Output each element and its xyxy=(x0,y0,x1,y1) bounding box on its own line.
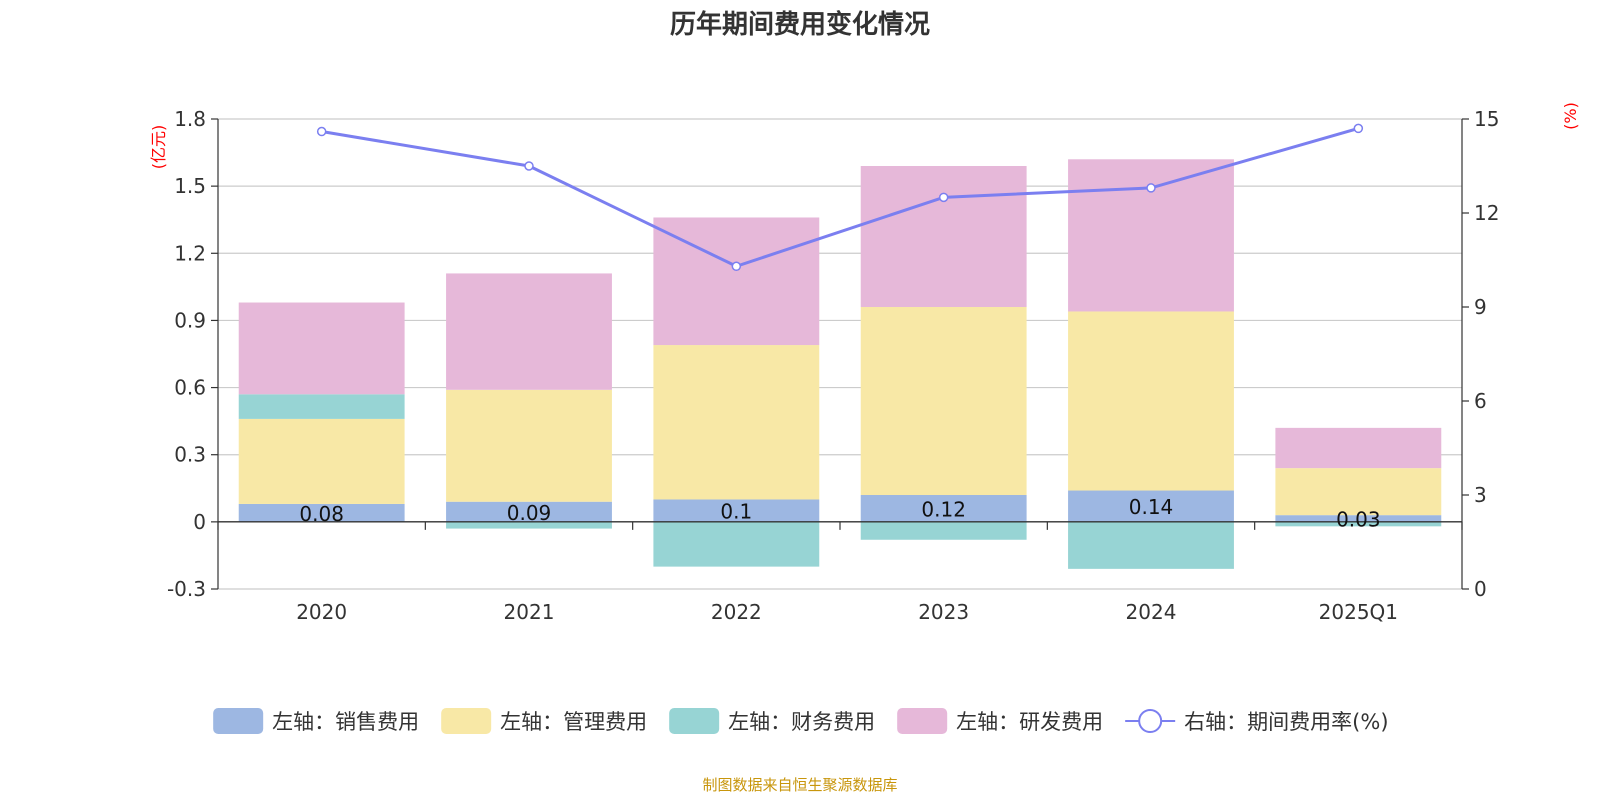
right-axis-tick-label: 15 xyxy=(1474,107,1499,131)
bar-segment xyxy=(1275,468,1442,516)
bar-segment xyxy=(653,499,820,522)
bar-segment xyxy=(1068,159,1234,312)
left-axis-unit: (亿元) xyxy=(149,125,168,170)
legend-swatch xyxy=(213,708,264,734)
x-axis-tick-label: 2025Q1 xyxy=(1319,600,1398,624)
source-note: 制图数据来自恒生聚源数据库 xyxy=(702,776,897,794)
line-series xyxy=(316,123,1364,272)
x-axis-tick-label: 2023 xyxy=(918,600,969,624)
legend-label: 左轴：研发费用 xyxy=(956,710,1103,734)
axes: -0.3 0 0.3 0.6 0.9 1.2 1.5 1.8 0 3 6 9 12 15 2020 2021 2… xyxy=(167,107,1499,624)
bar-series xyxy=(238,159,1442,569)
right-axis-tick-label: 3 xyxy=(1474,483,1487,507)
bar-segment xyxy=(446,273,612,390)
right-axis-tick-label: 6 xyxy=(1474,389,1487,413)
bar-segment xyxy=(1275,427,1442,469)
legend-label: 左轴：管理费用 xyxy=(500,710,647,734)
left-axis-tick-label: 0.9 xyxy=(174,308,206,332)
bar-segment xyxy=(860,307,1027,495)
legend: 左轴：销售费用 左轴：管理费用 左轴：财务费用 左轴：研发费用 右轴：期间费用率(%) xyxy=(213,708,1389,734)
right-axis-tick-label: 9 xyxy=(1474,295,1487,319)
bar-segment xyxy=(238,394,405,419)
rate-point xyxy=(731,261,742,272)
bar-segment xyxy=(1275,521,1442,527)
bar-segment xyxy=(446,521,612,529)
left-axis-tick-label: 1.2 xyxy=(174,241,206,265)
rate-point xyxy=(1146,183,1156,193)
left-axis-tick-label: 1.5 xyxy=(174,174,206,198)
legend-swatch xyxy=(669,708,720,734)
left-axis-tick-label: 0.6 xyxy=(174,376,206,400)
left-axis-tick-label: 1.8 xyxy=(174,107,206,131)
x-axis-tick-label: 2020 xyxy=(296,600,347,624)
legend-label: 右轴：期间费用率(%) xyxy=(1184,710,1388,734)
legend-swatch xyxy=(441,708,492,734)
rate-point xyxy=(524,161,534,171)
bar-segment xyxy=(446,389,612,502)
x-axis-tick-label: 2021 xyxy=(504,600,555,624)
data-label: 0.08 xyxy=(299,502,344,526)
data-label: 0.09 xyxy=(507,501,552,525)
rate-line xyxy=(321,126,1359,268)
right-axis-unit: (%) xyxy=(1561,102,1580,130)
left-axis-tick-label: 0.3 xyxy=(174,443,206,467)
legend-label: 左轴：财务费用 xyxy=(728,710,875,734)
bar-segment xyxy=(860,495,1027,522)
right-axis-tick-label: 12 xyxy=(1474,201,1499,225)
bar-segment xyxy=(238,418,405,504)
chart-title: 历年期间费用变化情况 xyxy=(670,9,930,40)
bar-segment xyxy=(446,501,612,522)
legend-marker xyxy=(1138,709,1163,733)
bar-segment xyxy=(238,503,405,522)
bar-segment xyxy=(653,521,820,567)
legend-label: 左轴：销售费用 xyxy=(272,710,419,734)
bar-segment xyxy=(1068,521,1234,569)
bar-segment xyxy=(1068,311,1234,491)
bar-segment xyxy=(1068,490,1234,522)
data-label: 0.12 xyxy=(921,497,966,521)
data-label: 0.1 xyxy=(720,500,752,524)
bar-segment xyxy=(1275,515,1442,522)
legend-swatch xyxy=(897,708,948,734)
data-label: 0.03 xyxy=(1336,508,1381,532)
rate-point xyxy=(316,126,327,137)
right-axis-tick-label: 0 xyxy=(1474,577,1487,601)
left-axis-tick-label: -0.3 xyxy=(167,577,206,601)
left-axis-tick-label: 0 xyxy=(193,510,206,534)
x-axis-tick-label: 2024 xyxy=(1126,600,1177,624)
data-label: 0.14 xyxy=(1129,495,1174,519)
bar-segment xyxy=(860,166,1027,307)
rate-point xyxy=(938,192,949,203)
x-axis-tick-label: 2022 xyxy=(711,600,762,624)
bar-segment xyxy=(238,302,405,395)
bar-segment xyxy=(860,521,1027,540)
rate-point xyxy=(1353,123,1364,134)
data-labels: 0.08 0.09 0.1 0.12 0.14 0.03 xyxy=(299,495,1380,531)
bar-segment xyxy=(653,345,820,500)
